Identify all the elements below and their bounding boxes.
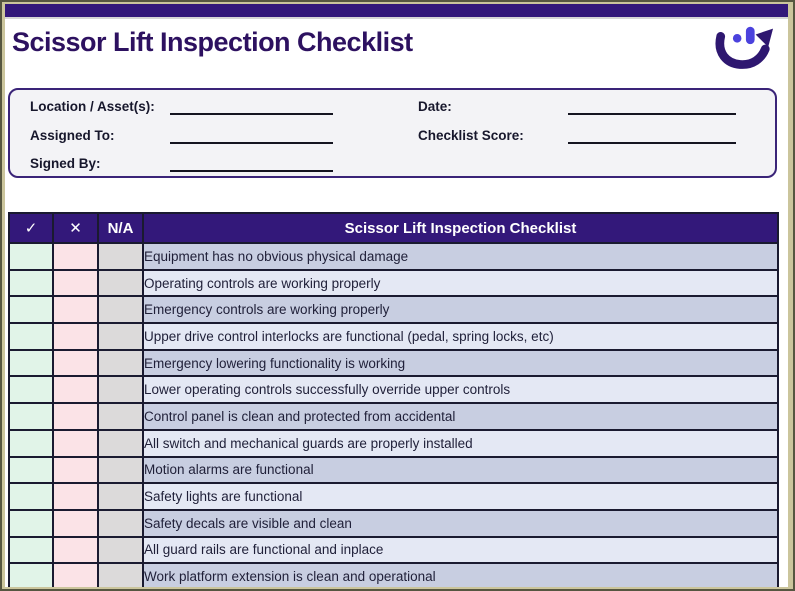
table-row: Lower operating controls successfully ov… [8, 375, 779, 405]
pass-checkbox-cell[interactable] [8, 428, 54, 458]
na-checkbox-cell[interactable] [97, 348, 144, 378]
pass-checkbox-cell[interactable] [8, 482, 54, 511]
signed-by-label: Signed By: [30, 156, 101, 171]
na-checkbox-cell[interactable] [97, 562, 144, 587]
pass-column-header: ✓ [8, 212, 54, 244]
pass-checkbox-cell[interactable] [8, 295, 54, 325]
checklist-item-label: Emergency controls are working properly [142, 295, 779, 325]
fail-checkbox-cell[interactable] [52, 375, 99, 405]
checklist-item-label: Lower operating controls successfully ov… [142, 375, 779, 405]
table-row: Control panel is clean and protected fro… [8, 402, 779, 431]
fail-checkbox-cell[interactable] [52, 535, 99, 565]
pass-checkbox-cell[interactable] [8, 348, 54, 378]
na-checkbox-cell[interactable] [97, 428, 144, 458]
table-row: Upper drive control interlocks are funct… [8, 322, 779, 351]
checklist-body: Equipment has no obvious physical damage… [8, 242, 779, 587]
na-checkbox-cell[interactable] [97, 322, 144, 351]
pass-checkbox-cell[interactable] [8, 402, 54, 431]
fail-checkbox-cell[interactable] [52, 322, 99, 351]
assigned-to-label: Assigned To: [30, 128, 115, 143]
checklist-item-label: All guard rails are functional and inpla… [142, 535, 779, 565]
location-asset-label: Location / Asset(s): [30, 99, 155, 114]
page-title: Scissor Lift Inspection Checklist [12, 27, 413, 57]
checklist-item-label: Work platform extension is clean and ope… [142, 562, 779, 587]
na-checkbox-cell[interactable] [97, 508, 144, 538]
table-row: All guard rails are functional and inpla… [8, 535, 779, 565]
checklist-item-label: Safety lights are functional [142, 482, 779, 511]
checklist-table: ✓ ✕ N/A Scissor Lift Inspection Checklis… [8, 212, 779, 587]
title-row: Scissor Lift Inspection Checklist [5, 21, 788, 85]
na-column-header: N/A [97, 212, 144, 244]
table-row: Equipment has no obvious physical damage [8, 242, 779, 271]
pass-checkbox-cell[interactable] [8, 455, 54, 485]
fail-checkbox-cell[interactable] [52, 268, 99, 298]
top-accent-bar [5, 4, 788, 19]
checklist-item-label: Upper drive control interlocks are funct… [142, 322, 779, 351]
checklist-item-label: Emergency lowering functionality is work… [142, 348, 779, 378]
pass-checkbox-cell[interactable] [8, 375, 54, 405]
table-row: Safety lights are functional [8, 482, 779, 511]
table-row: Work platform extension is clean and ope… [8, 562, 779, 587]
fail-checkbox-cell[interactable] [52, 428, 99, 458]
pass-checkbox-cell[interactable] [8, 508, 54, 538]
na-checkbox-cell[interactable] [97, 535, 144, 565]
na-checkbox-cell[interactable] [97, 402, 144, 431]
na-checkbox-cell[interactable] [97, 375, 144, 405]
table-row: All switch and mechanical guards are pro… [8, 428, 779, 458]
checklist-score-input[interactable] [568, 128, 736, 144]
na-checkbox-cell[interactable] [97, 242, 144, 271]
checklist-item-label: Control panel is clean and protected fro… [142, 402, 779, 431]
table-row: Emergency lowering functionality is work… [8, 348, 779, 378]
checklist-item-label: Safety decals are visible and clean [142, 508, 779, 538]
table-row: Operating controls are working properly [8, 268, 779, 298]
checklist-item-label: Operating controls are working properly [142, 268, 779, 298]
fail-checkbox-cell[interactable] [52, 242, 99, 271]
table-row: Motion alarms are functional [8, 455, 779, 485]
pass-checkbox-cell[interactable] [8, 562, 54, 587]
page-content: Scissor Lift Inspection Checklist Locati… [5, 4, 788, 587]
assigned-to-input[interactable] [170, 128, 333, 144]
location-asset-input[interactable] [170, 99, 333, 115]
pass-checkbox-cell[interactable] [8, 535, 54, 565]
fail-checkbox-cell[interactable] [52, 455, 99, 485]
checklist-item-label: All switch and mechanical guards are pro… [142, 428, 779, 458]
checklist-score-label: Checklist Score: [418, 128, 524, 143]
fail-checkbox-cell[interactable] [52, 402, 99, 431]
na-checkbox-cell[interactable] [97, 455, 144, 485]
table-row: Emergency controls are working properly [8, 295, 779, 325]
signed-by-input[interactable] [170, 156, 333, 172]
smile-arrow-logo-icon [715, 26, 774, 69]
fail-checkbox-cell[interactable] [52, 482, 99, 511]
table-row: Safety decals are visible and clean [8, 508, 779, 538]
na-checkbox-cell[interactable] [97, 268, 144, 298]
fail-checkbox-cell[interactable] [52, 295, 99, 325]
na-checkbox-cell[interactable] [97, 295, 144, 325]
date-label: Date: [418, 99, 452, 114]
table-header-row: ✓ ✕ N/A Scissor Lift Inspection Checklis… [8, 212, 779, 244]
item-column-header: Scissor Lift Inspection Checklist [142, 212, 779, 244]
inspection-info-form: Location / Asset(s): Assigned To: Signed… [8, 88, 777, 178]
na-checkbox-cell[interactable] [97, 482, 144, 511]
pass-checkbox-cell[interactable] [8, 268, 54, 298]
date-input[interactable] [568, 99, 736, 115]
pass-checkbox-cell[interactable] [8, 322, 54, 351]
fail-checkbox-cell[interactable] [52, 348, 99, 378]
fail-column-header: ✕ [52, 212, 99, 244]
fail-checkbox-cell[interactable] [52, 508, 99, 538]
checklist-item-label: Motion alarms are functional [142, 455, 779, 485]
fail-checkbox-cell[interactable] [52, 562, 99, 587]
pass-checkbox-cell[interactable] [8, 242, 54, 271]
checklist-item-label: Equipment has no obvious physical damage [142, 242, 779, 271]
